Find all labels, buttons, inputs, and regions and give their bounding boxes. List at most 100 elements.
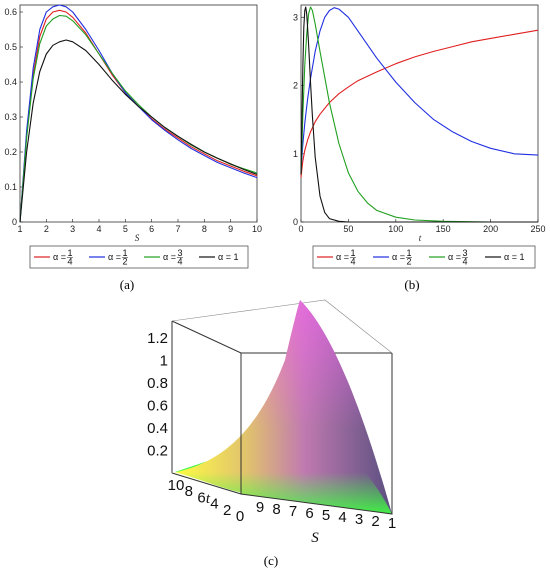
panel-b-legend-label: α = 1 — [504, 252, 524, 262]
panel-b-ytick-label: 0 — [293, 217, 298, 227]
panel-b-xlabel: t — [419, 233, 422, 243]
panel-b-ytick-label: 1 — [293, 149, 298, 159]
panel-a-legend-denominator: 4 — [67, 257, 72, 267]
surface-s-tick-label: 4 — [338, 509, 346, 526]
surface-s-tick-label: 6 — [305, 505, 313, 522]
panel-a-xtick-label: 9 — [228, 224, 233, 234]
caption-a: (a) — [120, 277, 134, 292]
surface-z-tick-label: 1.2 — [147, 330, 168, 347]
panel-b-legend-denominator: 2 — [406, 257, 411, 267]
box-left-floor — [171, 472, 242, 495]
panel-b-legend-denominator: 4 — [462, 257, 467, 267]
surface-z-tick-label: 0.4 — [147, 420, 168, 437]
panel-a-legend-denominator: 4 — [177, 257, 182, 267]
surface-s-tick-label: 8 — [272, 501, 280, 518]
surface-s-tick-label: 9 — [256, 499, 264, 516]
panel-a-legend-denominator: 2 — [122, 257, 127, 267]
panel-b-xtick-label: 150 — [436, 224, 451, 234]
panel-b-legend-denominator: 4 — [350, 257, 355, 267]
panel-b-ytick-label: 2 — [293, 81, 298, 91]
caption-b: (b) — [404, 277, 419, 292]
panel-a-legend-label: α = — [108, 252, 121, 262]
panel-a-ytick-label: 0 — [12, 217, 17, 227]
panel-a-legend-numerator: 1 — [122, 248, 127, 258]
surface-z-tick-label: 0.8 — [147, 375, 168, 392]
surface-t-tick-label: 0 — [236, 508, 244, 525]
panel-a-xtick-label: 3 — [70, 224, 75, 234]
panel-a-xtick-label: 8 — [202, 224, 207, 234]
panel-a-xtick-label: 6 — [149, 224, 154, 234]
surface-t-label: t — [206, 491, 211, 507]
surface-t-tick-label: 8 — [185, 483, 193, 500]
surface-s-tick-label: 3 — [355, 511, 363, 528]
panel-a-ytick-label: 0.6 — [4, 7, 17, 17]
panel-b-series-4 — [300, 6, 538, 223]
panel-b-legend-numerator: 1 — [406, 248, 411, 258]
legend-a-box — [29, 245, 249, 269]
panel-b-legend-numerator: 1 — [350, 248, 355, 258]
panel-a-series-3 — [19, 14, 258, 223]
panel-b-legend-label: α = — [336, 252, 349, 262]
panel-a-xtick-label: 4 — [96, 224, 101, 234]
plot-a-area: 1 2 3 4 5 6 7 8 9 10 0 0.1 0.2 0.3 0.4 0.5 0.6 — [4, 4, 262, 234]
panel-b-legend-label: α = — [448, 252, 461, 262]
panel-a-series-4 — [19, 39, 258, 223]
surface-s-tick-label: 5 — [322, 507, 330, 524]
panel-a-xtick-label: 7 — [175, 224, 180, 234]
surface-s-tick-label: 2 — [371, 513, 379, 530]
panel-b-xtick-label: 100 — [388, 224, 403, 234]
panel-a-xtick-label: 10 — [252, 224, 262, 234]
panel-b-legend-label: α = — [392, 252, 405, 262]
panel-b-series-1 — [300, 29, 539, 178]
panel-a-legend-label: α = — [53, 252, 66, 262]
box-top-back — [171, 320, 392, 354]
panel-a-legend-label: α = — [163, 252, 176, 262]
legend-b-box — [312, 245, 536, 269]
surface-s-tick-label: 1 — [388, 515, 396, 532]
surface-t-tick-label: 10 — [168, 477, 185, 494]
panel-b-series-3 — [300, 6, 538, 223]
surface-t-tick-label: 4 — [210, 496, 218, 513]
surface-s-tick-label: 7 — [289, 503, 297, 520]
panel-a-ytick-label: 0.4 — [4, 77, 17, 87]
surface-t-tick-label: 6 — [197, 489, 205, 506]
panel-a-xtick-label: 2 — [44, 224, 49, 234]
surface-z-tick-label: 0.6 — [147, 397, 168, 414]
surface-s-label: S — [311, 530, 319, 546]
panel-a-legend-label: α = 1 — [218, 252, 238, 262]
panel-b-xtick-label: 50 — [343, 224, 353, 234]
panel-b-xtick-label: 250 — [530, 224, 545, 234]
panel-b-frame — [300, 4, 539, 223]
panel-a-xtick-label: 1 — [17, 224, 22, 234]
plot-b-area: 0 50 100 150 200 250 0 1 2 3 — [293, 4, 546, 234]
panel-a-series-2 — [19, 4, 258, 223]
box-front-edges — [240, 353, 393, 515]
panel-b-xtick-label: 200 — [483, 224, 498, 234]
panel-a-ytick-label: 0.1 — [4, 182, 17, 192]
panel-a-legend-numerator: 1 — [67, 248, 72, 258]
panel-a-ytick-label: 0.5 — [4, 42, 17, 52]
surface-z-tick-label: 1 — [160, 352, 168, 369]
panel-b-xtick-label: 0 — [298, 224, 303, 234]
box-top-front — [171, 299, 393, 354]
panel-a-xtick-label: 5 — [123, 224, 128, 234]
panel-b-series-2 — [300, 7, 539, 171]
surface-green-fade — [172, 430, 392, 514]
panel-a-frame — [19, 4, 258, 223]
panel-a-xlabel: S — [135, 233, 140, 243]
surface-t-tick-label: 2 — [223, 502, 231, 519]
legend-b: α = 14 α = 12 α = 34 α = 1 — [317, 248, 524, 267]
panel-b-ytick-label: 3 — [293, 12, 298, 22]
panel-a-series-1 — [19, 9, 258, 223]
legend-a: α = 14 α = 12 α = 34 α = 1 — [34, 248, 238, 267]
panel-a-legend-numerator: 3 — [177, 248, 182, 258]
panel-a-ytick-label: 0.2 — [4, 147, 17, 157]
panel-a-ytick-label: 0.3 — [4, 112, 17, 122]
surface-axis-ticks: 0.20.40.60.811.29 8 7 6 5 4 3 2 110 8 6 4 2 0 — [147, 330, 396, 532]
surface-z-tick-label: 0.2 — [147, 442, 168, 459]
caption-c: (c) — [264, 553, 278, 568]
panel-b-legend-numerator: 3 — [462, 248, 467, 258]
